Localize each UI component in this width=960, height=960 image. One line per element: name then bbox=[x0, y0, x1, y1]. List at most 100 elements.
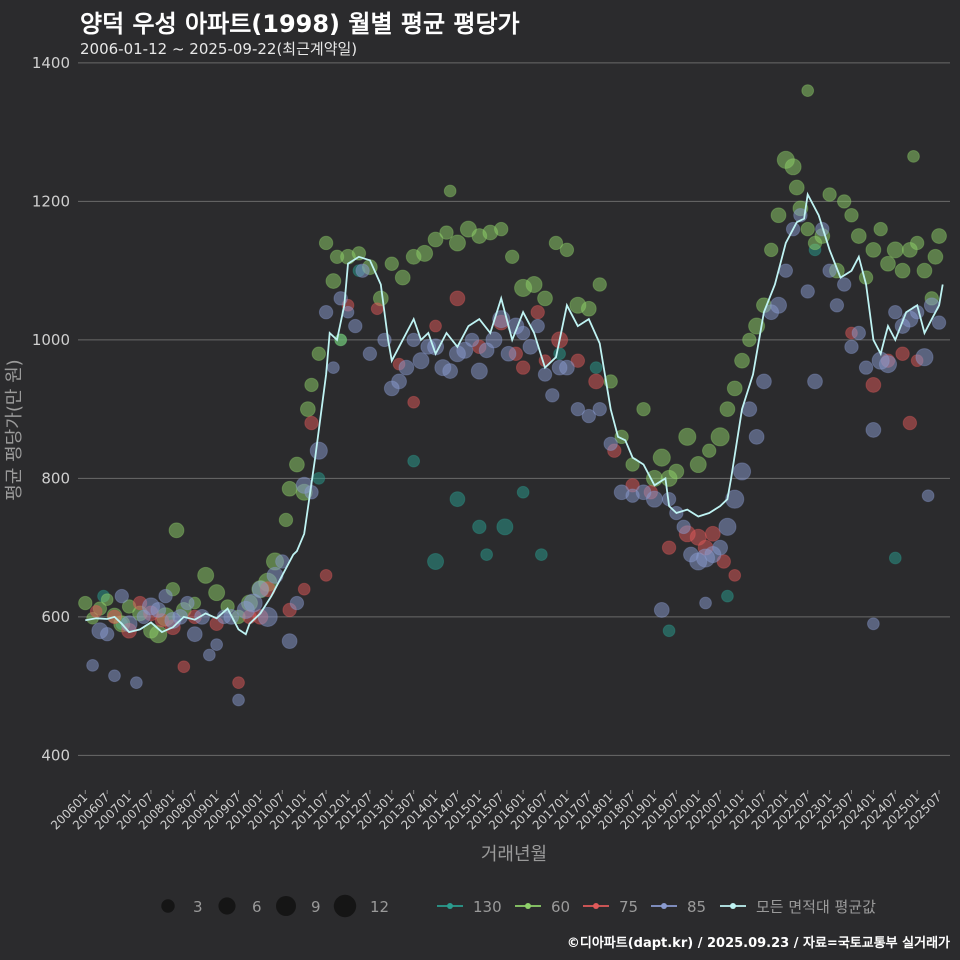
point-60 bbox=[865, 241, 882, 258]
average-line-path bbox=[85, 191, 944, 636]
point-75 bbox=[570, 353, 586, 368]
point-60 bbox=[281, 480, 298, 497]
point-130 bbox=[312, 472, 326, 485]
point-75 bbox=[728, 568, 742, 582]
point-60 bbox=[770, 207, 787, 224]
point-60 bbox=[909, 235, 925, 251]
y-axis-ticks: 400 600 800 1000 1200 1400 bbox=[32, 54, 70, 764]
point-85 bbox=[676, 519, 691, 535]
point-85 bbox=[348, 318, 363, 334]
legend-size-marker bbox=[276, 896, 296, 916]
x-axis-ticks: 2006012006072007012007072008012008072009… bbox=[48, 790, 944, 833]
point-85 bbox=[186, 626, 203, 643]
point-130 bbox=[449, 491, 466, 508]
y-axis-label: 평균 평당가(만 원) bbox=[4, 359, 25, 500]
y-tick-label: 800 bbox=[41, 469, 70, 487]
point-85 bbox=[603, 436, 618, 451]
point-60 bbox=[801, 84, 815, 97]
point-75 bbox=[89, 604, 103, 618]
point-85 bbox=[829, 298, 845, 313]
point-85 bbox=[257, 606, 278, 627]
point-60 bbox=[299, 401, 316, 418]
point-85 bbox=[99, 626, 115, 642]
point-60 bbox=[384, 256, 399, 271]
point-60 bbox=[100, 593, 114, 606]
point-60 bbox=[168, 522, 185, 539]
point-85 bbox=[581, 408, 596, 424]
legend-series-label: 모든 면적대 평균값 bbox=[756, 898, 876, 916]
point-85 bbox=[836, 277, 852, 292]
point-60 bbox=[580, 300, 597, 317]
point-85 bbox=[194, 608, 210, 625]
chart-subtitle: 2006-01-12 ~ 2025-09-22(최근계약일) bbox=[80, 40, 358, 58]
point-85 bbox=[732, 462, 752, 481]
point-85 bbox=[888, 305, 903, 320]
point-130 bbox=[480, 548, 494, 561]
point-60 bbox=[636, 401, 651, 417]
point-85 bbox=[406, 332, 421, 348]
point-85 bbox=[645, 490, 663, 508]
point-60 bbox=[537, 290, 553, 307]
point-60 bbox=[459, 220, 477, 238]
point-85 bbox=[464, 332, 480, 348]
point-85 bbox=[412, 352, 430, 370]
legend-series-label: 75 bbox=[619, 898, 638, 916]
point-60 bbox=[304, 377, 319, 393]
point-60 bbox=[800, 221, 815, 237]
point-130 bbox=[589, 361, 603, 374]
legend: 3 6 9 12 130 60 75 85 모든 면적대 평균값 bbox=[161, 894, 876, 918]
point-85 bbox=[867, 617, 880, 631]
point-85 bbox=[362, 346, 378, 361]
point-60 bbox=[448, 234, 466, 252]
point-85 bbox=[442, 363, 459, 379]
point-60 bbox=[689, 456, 707, 474]
point-75 bbox=[895, 346, 910, 361]
point-75 bbox=[588, 373, 604, 390]
point-60 bbox=[726, 380, 743, 397]
point-85 bbox=[114, 588, 129, 604]
point-75 bbox=[429, 319, 442, 333]
point-60 bbox=[894, 262, 911, 279]
average-line bbox=[85, 191, 944, 636]
point-85 bbox=[289, 595, 305, 611]
point-85 bbox=[800, 284, 815, 299]
scatter-points bbox=[78, 84, 947, 707]
point-60 bbox=[494, 221, 509, 237]
point-75 bbox=[304, 415, 319, 431]
point-85 bbox=[355, 263, 370, 278]
point-85 bbox=[150, 602, 167, 618]
point-60 bbox=[439, 225, 454, 240]
grid-lines bbox=[78, 62, 950, 756]
point-75 bbox=[902, 415, 918, 431]
point-130 bbox=[888, 551, 902, 565]
legend-size-label: 6 bbox=[252, 898, 262, 916]
y-tick-label: 400 bbox=[41, 746, 70, 764]
point-85 bbox=[515, 325, 531, 341]
point-85 bbox=[921, 489, 935, 503]
point-130 bbox=[472, 519, 487, 535]
point-60 bbox=[927, 248, 944, 265]
source-caption: ©디아파트(dapt.kr) / 2025.09.23 / 자료=국토교통부 실… bbox=[566, 936, 950, 951]
legend-size-marker bbox=[161, 899, 175, 913]
point-75 bbox=[370, 302, 384, 316]
y-tick-label: 1200 bbox=[32, 192, 70, 210]
point-85 bbox=[653, 602, 670, 618]
point-85 bbox=[915, 348, 934, 367]
point-60 bbox=[416, 244, 434, 262]
point-85 bbox=[570, 401, 586, 417]
point-60 bbox=[886, 241, 904, 259]
point-60 bbox=[931, 228, 947, 244]
point-60 bbox=[208, 584, 226, 602]
point-75 bbox=[232, 676, 245, 690]
point-85 bbox=[725, 489, 745, 509]
point-75 bbox=[407, 395, 421, 409]
point-85 bbox=[865, 422, 882, 438]
chart-title: 양덕 우성 아파트(1998) 월별 평균 평당가 bbox=[80, 10, 520, 38]
point-85 bbox=[592, 401, 607, 417]
point-85 bbox=[108, 669, 121, 683]
point-60 bbox=[197, 566, 215, 584]
point-75 bbox=[319, 568, 333, 582]
point-85 bbox=[844, 339, 859, 355]
legend-size-label: 12 bbox=[370, 898, 389, 916]
point-60 bbox=[678, 427, 697, 446]
